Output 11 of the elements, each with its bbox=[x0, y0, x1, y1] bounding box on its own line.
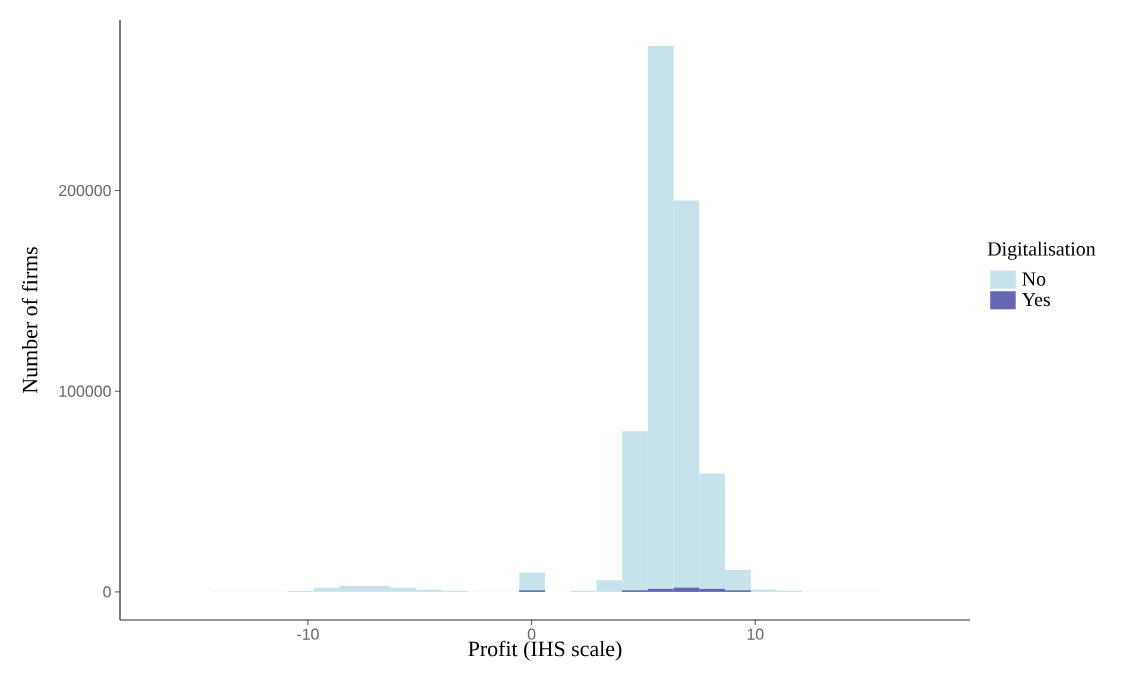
x-tick-label: -10 bbox=[297, 628, 319, 640]
y-tick-label: 0 bbox=[103, 586, 111, 598]
y-tick-label: 100000 bbox=[59, 385, 111, 397]
y-tick-label: 200000 bbox=[59, 184, 111, 197]
x-tick-label: 0 bbox=[527, 628, 536, 640]
x-axis-title: Profit (IHS scale) bbox=[468, 640, 622, 661]
x-tick-label: 10 bbox=[747, 628, 764, 640]
legend-title: Digitalisation bbox=[987, 241, 1096, 260]
legend-label: Yes bbox=[1021, 292, 1050, 307]
legend-label: No bbox=[1022, 272, 1046, 286]
y-axis-title: Number of firms bbox=[21, 247, 38, 394]
